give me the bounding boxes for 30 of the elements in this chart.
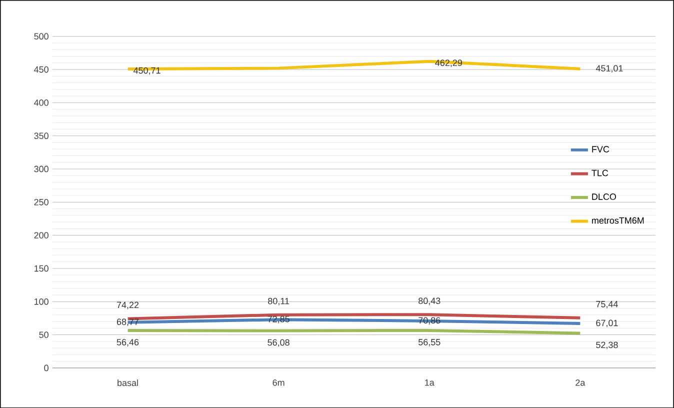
data-label: 52,38 [596, 342, 618, 350]
data-label: 68,77 [116, 318, 139, 326]
legend-label: TLC [592, 170, 608, 176]
y-tick-label: 350 [34, 132, 48, 139]
y-tick-label: 0 [44, 364, 48, 371]
data-label: 75,44 [596, 300, 618, 308]
x-tick-label: basal [118, 379, 138, 386]
data-label: 67,01 [596, 320, 618, 328]
y-tick-label: 200 [34, 232, 48, 238]
y-tick-label: 50 [39, 331, 48, 338]
data-label: 56,46 [116, 338, 139, 346]
y-tick-label: 250 [34, 198, 48, 206]
x-tick-label: 6m [272, 379, 284, 386]
x-tick-label: 2a [576, 379, 586, 386]
data-label: 80,11 [268, 298, 290, 306]
data-label: 56,55 [418, 338, 440, 346]
data-label: 74,22 [116, 302, 139, 310]
y-tick-label: 150 [34, 265, 48, 272]
y-tick-label: 500 [34, 33, 48, 40]
data-label: 80,43 [418, 298, 440, 305]
legend-label: DLCO [592, 193, 616, 200]
legend-label: FVC [592, 146, 610, 152]
x-tick-label: 1a [425, 379, 434, 386]
y-tick-label: 400 [34, 99, 48, 106]
data-label: 56,08 [268, 339, 290, 347]
y-tick-label: 300 [34, 166, 48, 172]
legend-label: metrosTM6M [592, 217, 644, 224]
data-label: 451,01 [596, 64, 623, 72]
y-tick-label: 100 [34, 298, 48, 305]
y-tick-label: 450 [34, 66, 48, 73]
